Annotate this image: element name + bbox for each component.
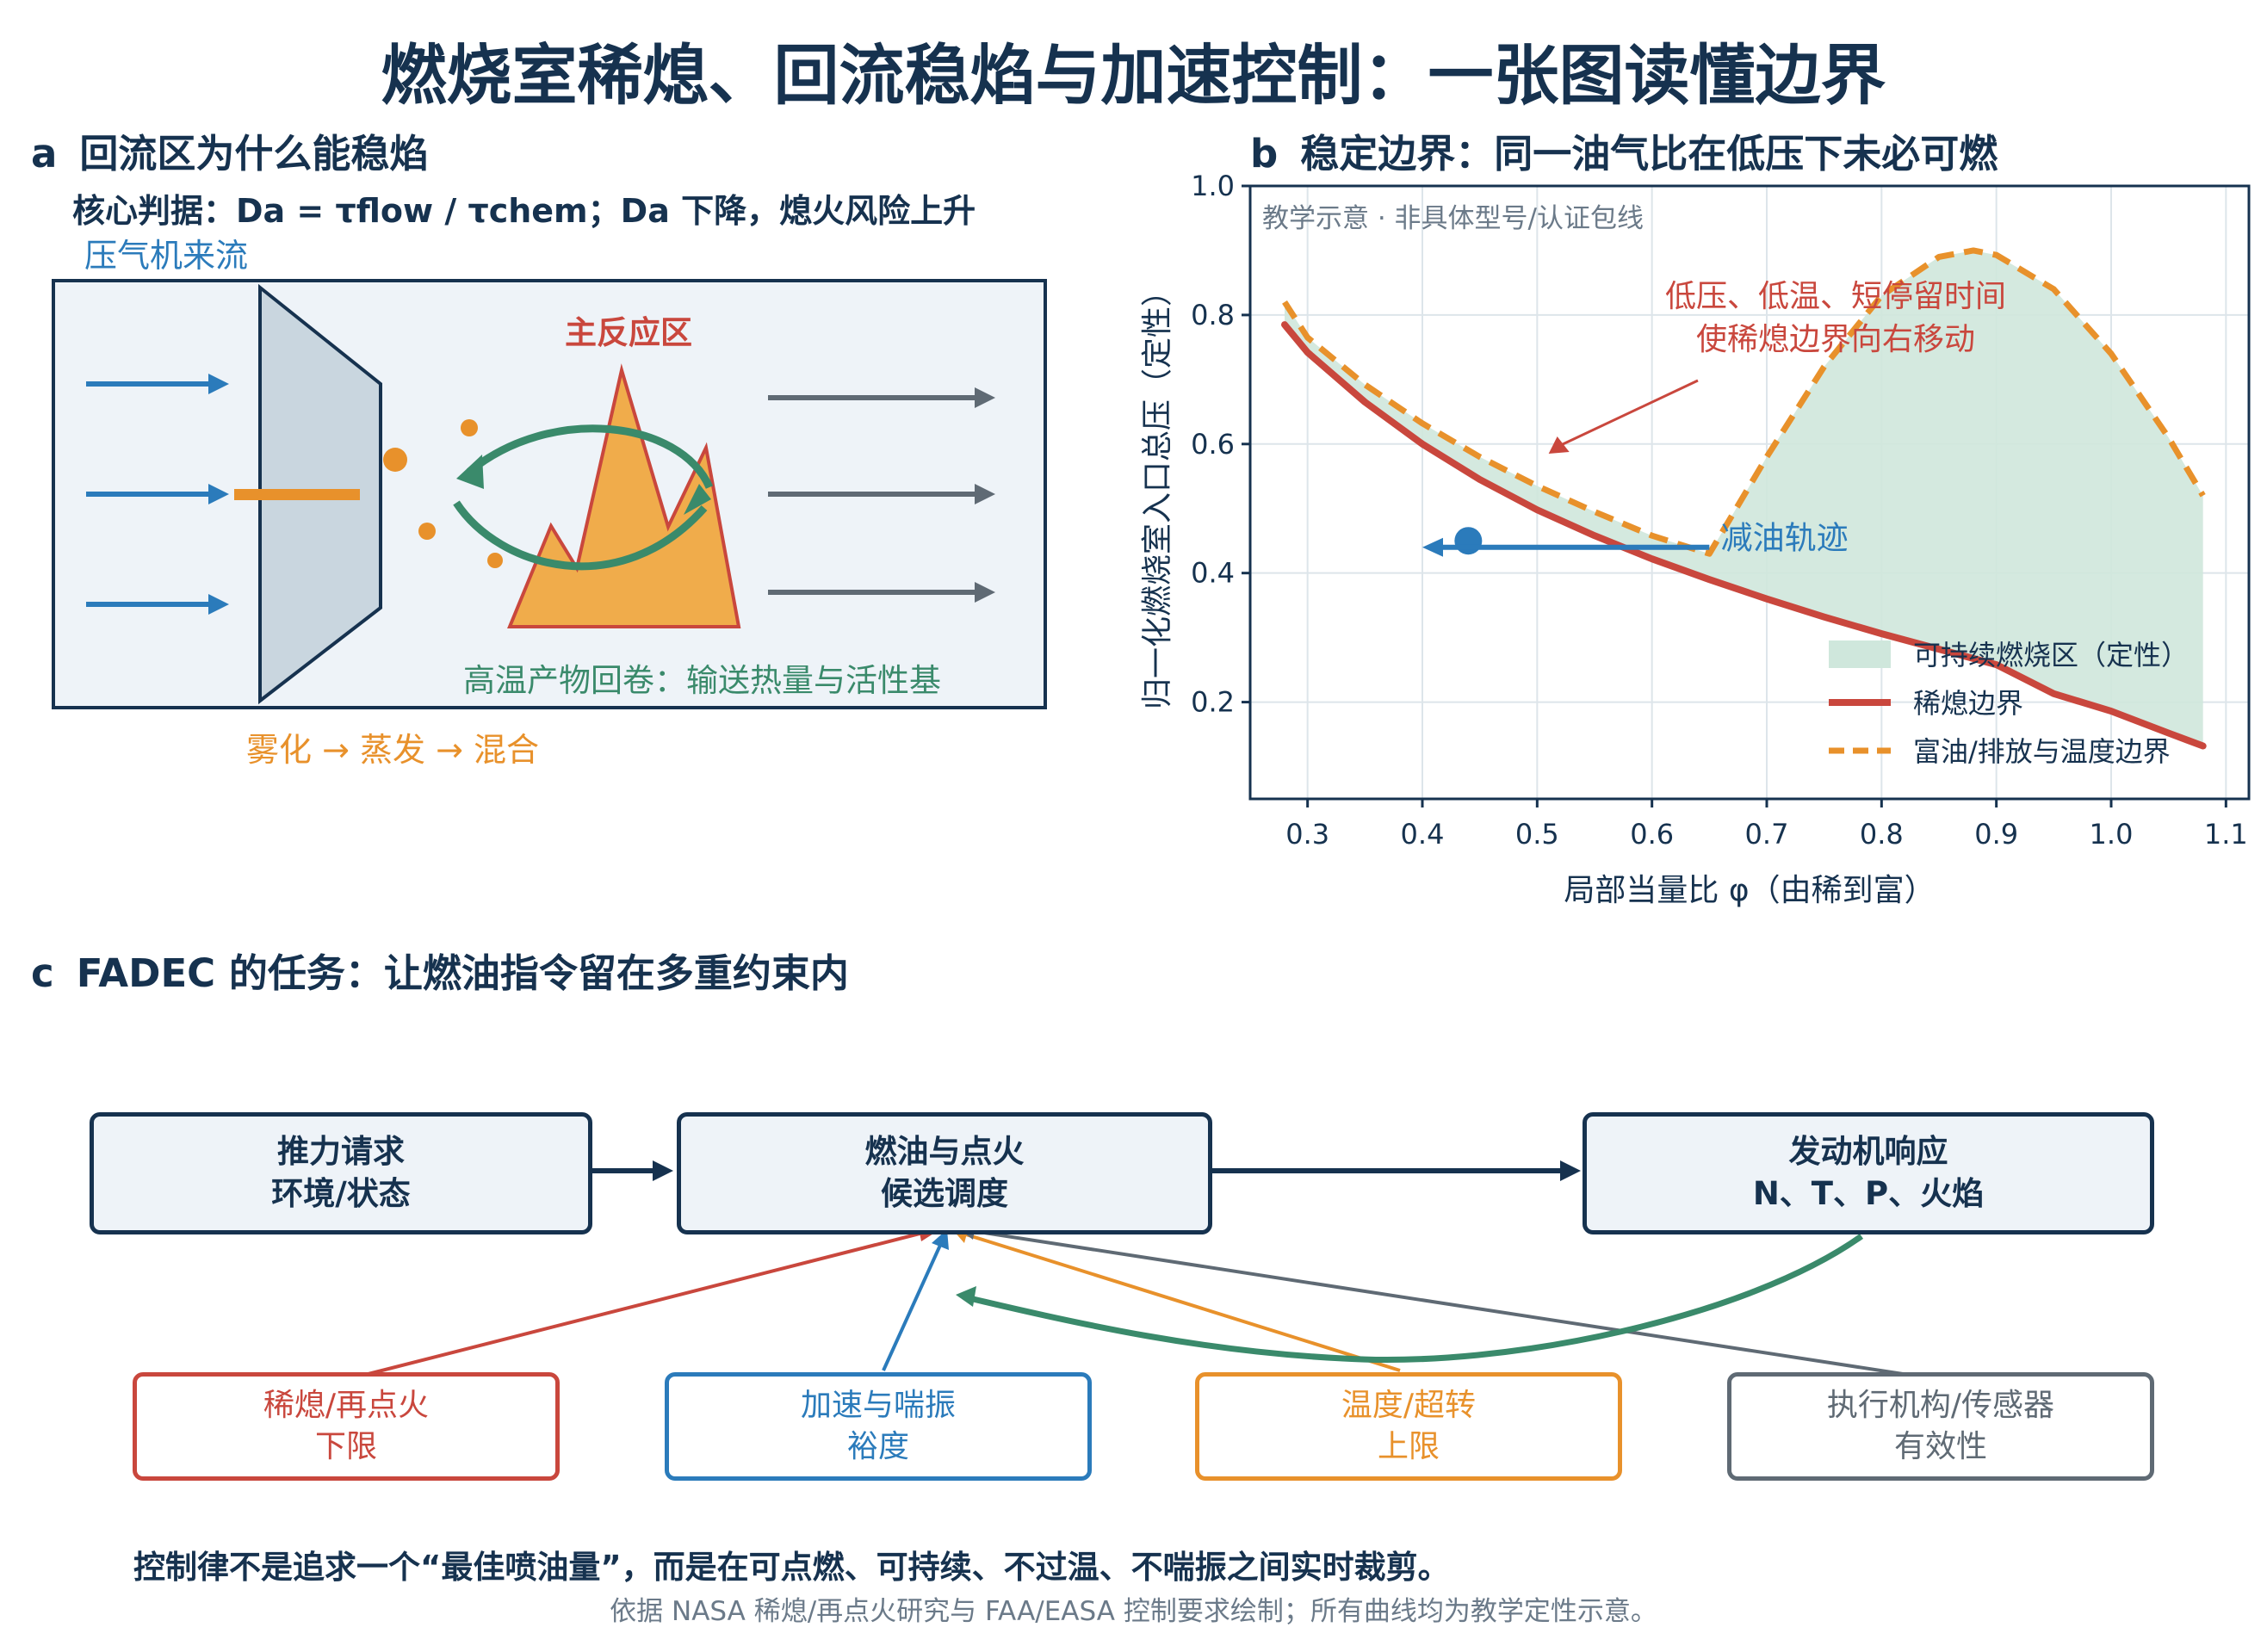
plot-frame bbox=[1248, 184, 2251, 801]
rich-boundary-line bbox=[1282, 247, 2206, 557]
flow-box-2-line2: 候选调度 bbox=[881, 1175, 1008, 1212]
annotation-arrow bbox=[1557, 379, 1699, 449]
constraint-3-line1: 温度/超转 bbox=[1341, 1388, 1477, 1424]
chart-note: 教学示意 · 非具体型号/认证包线 bbox=[1262, 203, 1644, 234]
flow-box-fuel-schedule: 燃油与点火 候选调度 bbox=[677, 1112, 1212, 1234]
flow-box-thrust-request: 推力请求环境/状态 bbox=[90, 1112, 592, 1234]
x-tick-label: 0.5 bbox=[1515, 818, 1559, 851]
flow-box-engine-response: 发动机响应 N、T、P、火焰 bbox=[1583, 1112, 2154, 1234]
panel-a-letter: a bbox=[31, 131, 58, 176]
panel-a-title: a 回流区为什么能稳焰 bbox=[31, 122, 428, 178]
flow-box-1-line2: 环境/状态 bbox=[271, 1175, 411, 1212]
atomize-label: 雾化 → 蒸发 → 混合 bbox=[246, 731, 539, 769]
x-tick-label: 0.8 bbox=[1860, 818, 1904, 851]
lean-blowout-line bbox=[1281, 321, 2207, 750]
stability-chart: 教学示意 · 非具体型号/认证包线低压、低温、短停留时间使稀熄边界向右移动减油轨… bbox=[1140, 170, 2251, 908]
constraint-2-line2: 裕度 bbox=[846, 1429, 909, 1464]
constraint-1-line2: 下限 bbox=[314, 1429, 377, 1464]
constraint-1-line1: 稀熄/再点火 bbox=[263, 1388, 430, 1424]
constraint-2-line1: 加速与喘振 bbox=[800, 1388, 956, 1424]
trajectory-arrowhead bbox=[1422, 537, 1443, 557]
main-zone-label: 主反应区 bbox=[565, 314, 692, 351]
constraint-surge-margin: 加速与喘振 裕度 bbox=[665, 1372, 1092, 1481]
main-title: 燃烧室稀熄、回流稳焰与加速控制：一张图读懂边界 bbox=[381, 37, 1886, 114]
flow-box-3-line2: N、T、P、火焰 bbox=[1752, 1175, 1985, 1212]
x-tick-label: 0.7 bbox=[1745, 818, 1789, 851]
connector-temp-limit bbox=[965, 1233, 1401, 1372]
y-axis-label: 归一化燃烧室入口总压（定性） bbox=[1140, 275, 1175, 709]
x-tick-label: 1.1 bbox=[2204, 818, 2248, 851]
bottom-note: 控制律不是追求一个“最佳喷油量”，而是在可点燃、可持续、不过温、不喘振之间实时裁… bbox=[133, 1549, 1450, 1586]
fuel-droplets bbox=[383, 419, 503, 568]
connector-surge-margin bbox=[882, 1241, 944, 1371]
key-judgment: 核心判据：Da = τflow / τchem；Da 下降，熄火风险上升 bbox=[72, 192, 976, 230]
annotation-arrowhead bbox=[1548, 436, 1570, 455]
legend-swatch-region bbox=[1829, 640, 1891, 668]
inflow-label: 压气机来流 bbox=[84, 237, 249, 275]
constraint-actuator-sensor: 执行机构/传感器 有效性 bbox=[1727, 1372, 2154, 1481]
fuel-injector bbox=[234, 489, 360, 500]
x-tick-label: 0.4 bbox=[1401, 818, 1445, 851]
constraint-4-line1: 执行机构/传感器 bbox=[1826, 1388, 2055, 1424]
annotation-text-line: 使稀熄边界向右移动 bbox=[1696, 322, 1975, 357]
legend-label: 可持续燃烧区（定性） bbox=[1913, 639, 2189, 671]
constraint-3-line2: 上限 bbox=[1377, 1429, 1440, 1464]
x-tick-label: 0.9 bbox=[1974, 818, 2018, 851]
y-tick-label: 0.8 bbox=[1191, 299, 1235, 331]
trajectory-label: 减油轨迹 bbox=[1721, 520, 1849, 557]
panel-a-title-text: 回流区为什么能稳焰 bbox=[79, 131, 429, 176]
flow-box-2-line1: 燃油与点火 bbox=[864, 1133, 1025, 1171]
x-tick-label: 1.0 bbox=[2090, 818, 2134, 851]
flow-box-3-line1: 发动机响应 bbox=[1788, 1133, 1948, 1171]
panel-b-title-text: 稳定边界：同一油气比在低压下未必可燃 bbox=[1300, 131, 1998, 176]
y-tick-label: 0.6 bbox=[1191, 428, 1235, 461]
recirculation-label: 高温产物回卷：输送热量与活性基 bbox=[463, 662, 941, 699]
panel-b-letter: b bbox=[1250, 131, 1279, 176]
outflow-arrows bbox=[768, 387, 995, 603]
constraint-4-line2: 有效性 bbox=[1893, 1429, 1987, 1464]
y-tick-label: 0.2 bbox=[1191, 686, 1235, 719]
recirculation-arrows bbox=[453, 424, 714, 571]
connector-lean-blowout bbox=[354, 1231, 924, 1379]
connector-actuator bbox=[972, 1229, 1904, 1376]
panel-b-title: b 稳定边界：同一油气比在低压下未必可燃 bbox=[1250, 122, 1998, 178]
flow-box-1-line1: 推力请求 bbox=[276, 1133, 405, 1171]
combustor-diagram bbox=[52, 279, 1047, 709]
y-tick-label: 1.0 bbox=[1191, 170, 1235, 202]
panel-c-title-text: FADEC 的任务：让燃油指令留在多重约束内 bbox=[76, 950, 849, 996]
x-tick-label: 0.6 bbox=[1630, 818, 1674, 851]
x-axis-label: 局部当量比 φ（由稀到富） bbox=[1564, 873, 1935, 908]
y-tick-label: 0.4 bbox=[1191, 557, 1235, 590]
trajectory-start-point bbox=[1454, 527, 1483, 555]
inflow-arrows bbox=[86, 374, 229, 615]
source-note: 依据 NASA 稀熄/再点火研究与 FAA/EASA 控制要求绘制；所有曲线均为… bbox=[610, 1596, 1657, 1627]
constraint-temp-overspeed: 温度/超转上限 bbox=[1195, 1372, 1622, 1481]
panel-c-letter: c bbox=[31, 950, 54, 996]
constraint-lean-blowout: 稀熄/再点火 下限 bbox=[133, 1372, 560, 1481]
legend-label: 富油/排放与温度边界 bbox=[1913, 735, 2171, 768]
panel-c-title: c FADEC 的任务：让燃油指令留在多重约束内 bbox=[31, 942, 849, 998]
x-tick-label: 0.3 bbox=[1285, 818, 1329, 851]
annotation-text-line: 低压、低温、短停留时间 bbox=[1665, 279, 2006, 314]
legend-label: 稀熄边界 bbox=[1913, 687, 2023, 720]
feedback-arrow bbox=[969, 1234, 1864, 1364]
